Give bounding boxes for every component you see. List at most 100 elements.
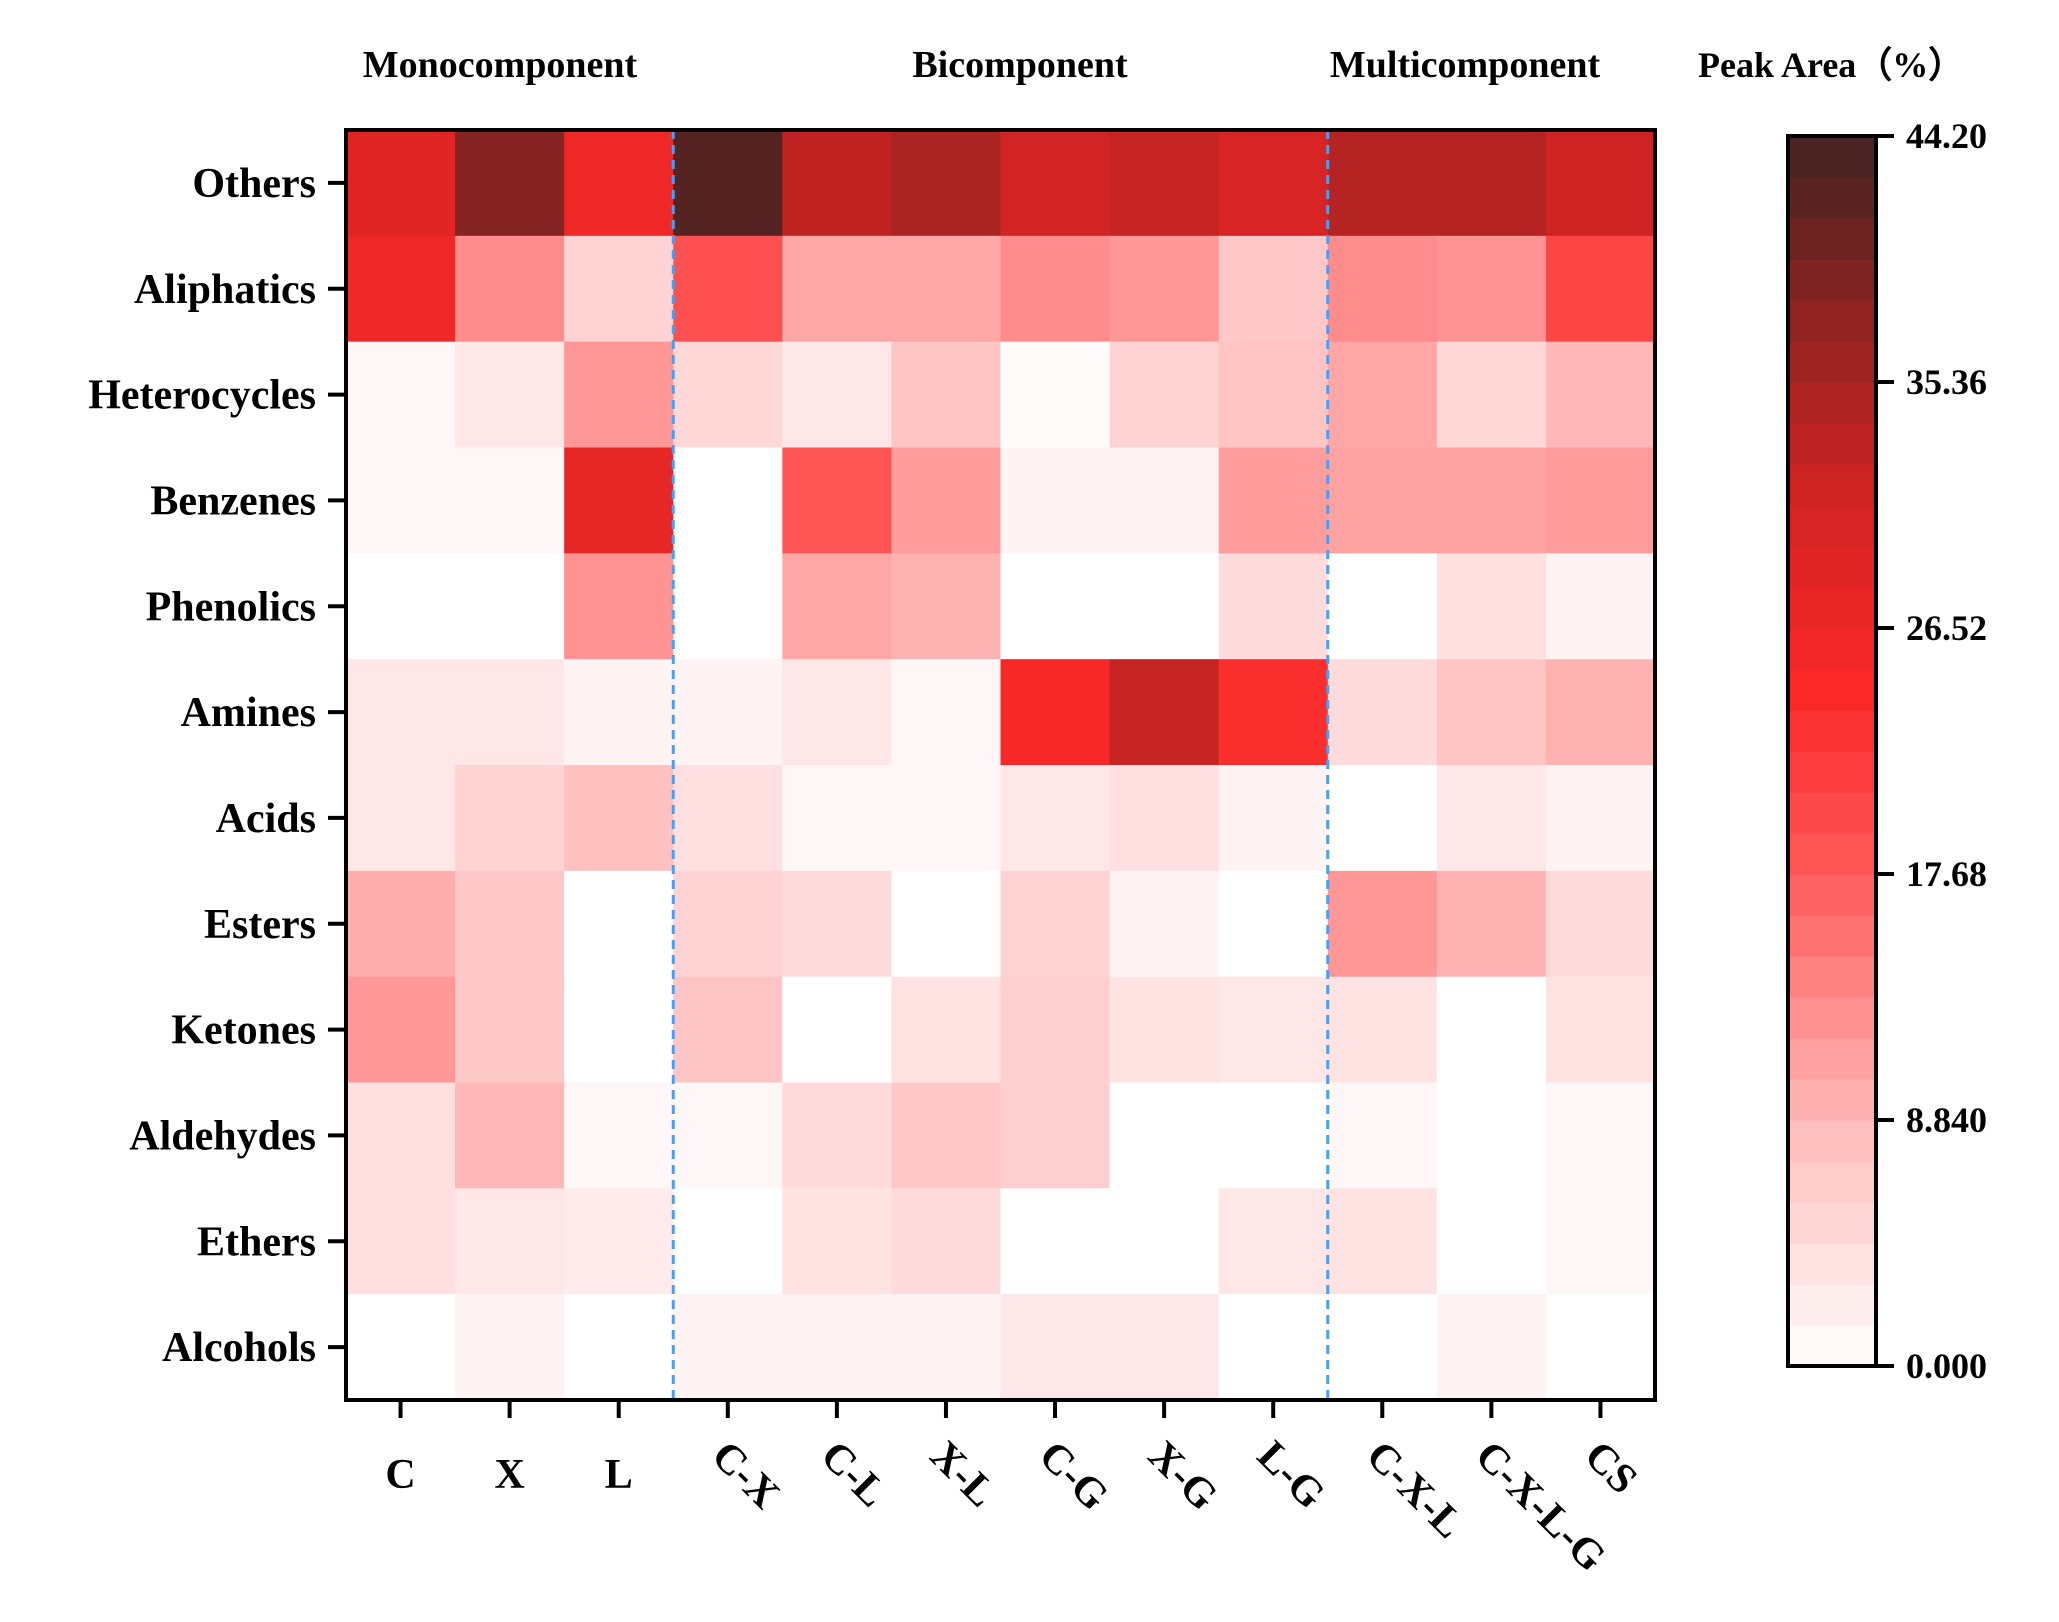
heatmap-cell-aliphatics-x-g	[1109, 235, 1220, 343]
heatmap-cell-esters-x	[455, 870, 565, 978]
heatmap-cell-others-x	[455, 130, 565, 237]
heatmap-cell-amines-c-g	[1000, 659, 1111, 766]
heatmap-cell-aliphatics-c-g	[1000, 235, 1111, 343]
heatmap-cell-ketones-cs	[1545, 976, 1656, 1084]
colorbar-segment	[1788, 382, 1876, 424]
y-tick-label-ethers: Ethers	[197, 1219, 316, 1265]
heatmap-cell-phenolics-c	[346, 553, 456, 660]
colorbar-segment	[1788, 177, 1876, 219]
heatmap-cell-alcohols-l	[564, 1294, 674, 1401]
colorbar-segment	[1788, 956, 1876, 998]
heatmap-cell-alcohols-c-l	[782, 1294, 893, 1401]
heatmap-cell-acids-l	[564, 765, 674, 872]
heatmap-cell-alcohols-c	[346, 1294, 456, 1401]
y-tick-label-aliphatics: Aliphatics	[134, 267, 316, 313]
heatmap-cell-amines-c-x-l-g	[1436, 659, 1547, 766]
y-tick-label-ketones: Ketones	[171, 1008, 316, 1054]
x-tick-label-c-x-l: C-X-L	[1357, 1433, 1472, 1548]
heatmap-cell-ketones-c-x	[673, 976, 783, 1084]
heatmap-cell-heterocycles-c-g	[1000, 341, 1111, 449]
y-tick-label-phenolics: Phenolics	[146, 584, 316, 630]
heatmap-cell-others-c-x	[673, 130, 783, 237]
heatmap-cell-ethers-x-g	[1109, 1188, 1220, 1295]
heatmap-cell-aliphatics-c-x-l-g	[1436, 235, 1547, 343]
heatmap-cell-aliphatics-c-l	[782, 235, 893, 343]
heatmap-cell-acids-c-x	[673, 765, 783, 872]
heatmap-cell-aldehydes-c-l	[782, 1082, 893, 1189]
heatmap-cell-amines-cs	[1545, 659, 1656, 766]
heatmap-cell-ketones-c-x-l-g	[1436, 976, 1547, 1084]
heatmap-cell-benzenes-x-l	[891, 447, 1002, 554]
heatmap-cell-others-l	[564, 130, 674, 237]
heatmap-cell-amines-c	[346, 659, 456, 766]
x-tick-label-c-g: C-G	[1030, 1433, 1117, 1520]
heatmap-cell-alcohols-x-g	[1109, 1294, 1220, 1401]
colorbar-segment	[1788, 423, 1876, 465]
heatmap-cell-aldehydes-c-g	[1000, 1082, 1111, 1189]
heatmap-cell-amines-l-g	[1218, 659, 1329, 766]
heatmap-cell-heterocycles-x-g	[1109, 341, 1220, 449]
heatmap-cell-ethers-cs	[1545, 1188, 1656, 1295]
y-tick-label-acids: Acids	[216, 796, 316, 842]
group-dividers	[671, 130, 1330, 1400]
heatmap-cell-ethers-c-l	[782, 1188, 893, 1295]
group-label-monocomponent: Monocomponent	[363, 44, 638, 86]
heatmap-cell-phenolics-c-x	[673, 553, 783, 660]
heatmap-cell-benzenes-c-x-l-g	[1436, 447, 1547, 554]
heatmap-cell-phenolics-l	[564, 553, 674, 660]
colorbar: 44.20 35.36 26.52 17.68 8.840 0.000	[1786, 116, 1987, 1386]
heatmap-cell-phenolics-c-g	[1000, 553, 1111, 660]
colorbar-tick-label: 35.36	[1906, 362, 1987, 402]
heatmap-cell-heterocycles-l-g	[1218, 341, 1329, 449]
heatmap-cell-others-c-x-l-g	[1436, 130, 1547, 237]
colorbar-segment	[1788, 587, 1876, 629]
heatmap-cell-aldehydes-c-x-l-g	[1436, 1082, 1547, 1189]
heatmap-cell-alcohols-c-g	[1000, 1294, 1111, 1401]
heatmap-cell-aliphatics-x	[455, 235, 565, 343]
colorbar-segment	[1788, 710, 1876, 752]
heatmap-cell-ethers-l	[564, 1188, 674, 1295]
heatmap-cell-others-x-g	[1109, 130, 1220, 237]
heatmap-cell-acids-l-g	[1218, 765, 1329, 872]
colorbar-segment	[1788, 218, 1876, 260]
colorbar-segment	[1788, 546, 1876, 588]
heatmap-cell-ethers-c-g	[1000, 1188, 1111, 1295]
group-label-bicomponent: Bicomponent	[912, 44, 1128, 86]
heatmap-cell-aliphatics-c-x	[673, 235, 783, 343]
heatmap-cell-ketones-x	[455, 976, 565, 1084]
heatmap-cell-benzenes-c-g	[1000, 447, 1111, 554]
heatmap-cell-aliphatics-l	[564, 235, 674, 343]
heatmap-cell-benzenes-c	[346, 447, 456, 554]
heatmap-cell-ketones-c	[346, 976, 456, 1084]
heatmap-cell-alcohols-c-x-l-g	[1436, 1294, 1547, 1401]
heatmap-cell-aldehydes-x-l	[891, 1082, 1002, 1189]
colorbar-segment	[1788, 1325, 1876, 1367]
heatmap-cell-aldehydes-x	[455, 1082, 565, 1189]
heatmap-cell-acids-c-x-l-g	[1436, 765, 1547, 872]
heatmap-cell-alcohols-c-x	[673, 1294, 783, 1401]
heatmap-cell-phenolics-l-g	[1218, 553, 1329, 660]
heatmap-cell-aldehydes-c-x-l	[1327, 1082, 1438, 1189]
heatmap-cell-esters-l-g	[1218, 870, 1329, 978]
heatmap-cell-others-c-l	[782, 130, 893, 237]
x-tick-label-cs: CS	[1575, 1433, 1646, 1504]
heatmap-cell-alcohols-cs	[1545, 1294, 1656, 1401]
heatmap-cell-ethers-x	[455, 1188, 565, 1295]
x-tick-label-x-l: X-L	[921, 1433, 1005, 1517]
heatmap-cell-ethers-c-x	[673, 1188, 783, 1295]
heatmap-cell-others-l-g	[1218, 130, 1329, 237]
heatmap-cell-amines-x-l	[891, 659, 1002, 766]
heatmap-cell-alcohols-l-g	[1218, 1294, 1329, 1401]
heatmap-cell-phenolics-x-l	[891, 553, 1002, 660]
heatmap-cell-acids-c-g	[1000, 765, 1111, 872]
heatmap-cell-aliphatics-c	[346, 235, 456, 343]
heatmap-cell-phenolics-c-x-l-g	[1436, 553, 1547, 660]
group-labels: Monocomponent Bicomponent Multicomponent	[363, 44, 1601, 86]
colorbar-segment	[1788, 669, 1876, 711]
heatmap-cell-ethers-x-l	[891, 1188, 1002, 1295]
colorbar-segment	[1788, 1243, 1876, 1285]
colorbar-segment	[1788, 997, 1876, 1039]
plot-frame	[344, 128, 1657, 1402]
heatmap-cell-phenolics-c-l	[782, 553, 893, 660]
